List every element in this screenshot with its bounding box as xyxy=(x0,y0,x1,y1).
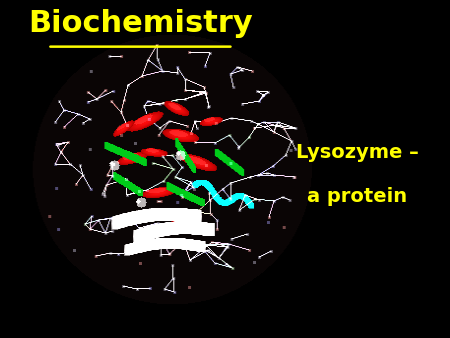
Text: a protein: a protein xyxy=(307,187,407,206)
Text: Lysozyme –: Lysozyme – xyxy=(296,143,419,162)
Text: Biochemistry: Biochemistry xyxy=(28,9,253,38)
